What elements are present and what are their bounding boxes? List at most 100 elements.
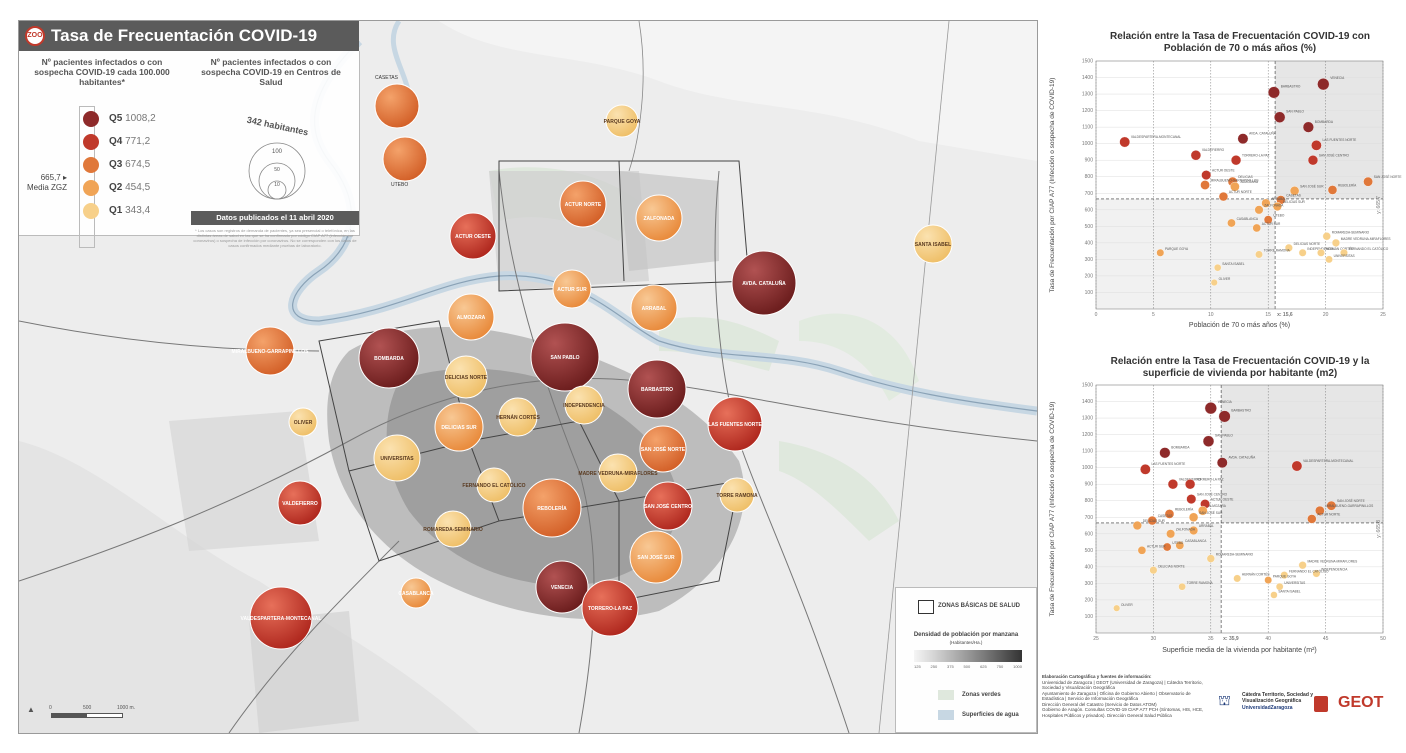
point-label: LAS FUENTES NORTE [1151,462,1185,466]
y-tick-label: 400 [1085,564,1094,570]
point-label: VENECIA [1218,400,1233,404]
point-label: DELICIAS NORTE [1294,242,1321,246]
zone-circle[interactable]: SAN PABLO [530,322,600,392]
zone-circle[interactable]: BOMBARDA [358,327,420,389]
zone-circle[interactable]: SAN JOSÉ CENTRO [643,481,693,531]
zone-circle[interactable]: REBOLERÍA [522,478,582,538]
zone-circle[interactable]: ACTUR OESTE [449,212,497,260]
point-label: BARBASTRO [1281,85,1301,89]
zone-circle[interactable]: ACTUR SUR [552,269,592,309]
zone-circle[interactable]: ACTUR NORTE [559,180,607,228]
aragon-shield-icon [1314,696,1328,712]
x-tick-label: 45 [1323,636,1329,642]
credits: Elaboración Cartográfica y fuentes de in… [1042,674,1242,718]
zone-circle[interactable]: CASABLANCA [398,577,434,609]
chart2-title: Relación entre la Tasa de Frecuentación … [1110,356,1370,379]
zone-circle[interactable]: AVDA. CATALUÑA [731,250,797,316]
zone-circle[interactable]: SAN JOSÉ SUR [629,530,683,584]
credits-line: Universidad de Zaragoza | GEOT (Universi… [1042,679,1203,685]
zone-circle[interactable]: MADRE VEDRUNA-MIRAFLORES [578,453,658,493]
zone-circle[interactable]: PARQUE GOYA [604,104,641,138]
point-label: CASABLANCA [1237,217,1259,221]
green-zone [779,441,899,541]
water-swatch [938,710,954,720]
map-title-bar: ZOO Tasa de Frecuentación COVID-19 [19,21,359,51]
zoo-badge: ZOO [25,26,45,46]
scatter-point [1213,263,1222,272]
scatter-point [1315,505,1325,516]
zone-circle[interactable]: UNIVERSITAS [373,434,421,482]
scatter-point [1186,494,1197,505]
zone-label: ARRABAL [642,306,667,312]
map-frame[interactable]: PARQUE GOYA ACTUR NORTE ZALFONADA ACTUR … [18,20,1038,734]
point-label: SANTA ISABEL [1278,589,1300,593]
quintile-value: 343,4 [125,205,151,216]
scatter-point [1167,479,1179,490]
point-label: CASETAS [1286,193,1301,197]
zone-circle[interactable]: TORRE RAMONA [716,477,758,513]
y-tick-label: 1000 [1082,465,1093,471]
university-icon: ⛫ [1218,692,1231,708]
zone-label: SAN JOSÉ CENTRO [644,502,692,510]
zone-circle[interactable]: ALMOZARA [447,293,495,341]
zone-label: TORRERO-LA PAZ [588,606,632,612]
chart1-plot[interactable]: 100 200 300 400 500 600 700 800 900 1000 1100 1200 1… [1082,59,1402,319]
scatter-point [1218,191,1229,202]
zone-circle[interactable] [374,83,420,129]
quintile-box [79,106,95,248]
chart2-plot[interactable]: 100 200 300 400 500 600 700 800 900 1000 1100 1200 1… [1082,383,1386,643]
city-map[interactable]: PARQUE GOYA ACTUR NORTE ZALFONADA ACTUR … [19,21,1037,733]
zone-label: OLIVER [294,420,313,426]
zone-circle[interactable]: LAS FUENTES NORTE [707,396,763,452]
chart1-ylabel: Tasa de Frecuentación por CIAP A77 (Infe… [1049,77,1056,293]
scatter-point [1149,566,1158,575]
scatter-point [1216,457,1228,469]
zone-circle[interactable]: ZALFONADA [635,194,683,242]
scatter-point [1312,569,1321,578]
scatter-point [1298,561,1307,570]
scatter-point [1327,185,1338,195]
zone-circle[interactable]: FERNANDO EL CATÓLICO [462,467,526,503]
zone-circle[interactable]: DELICIAS NORTE [444,355,488,399]
scatter-point [1119,136,1131,148]
zone-circle[interactable]: VENECIA [535,560,589,614]
point-label: CASABLANCA [1185,539,1207,543]
point-label: TORRERO-LA PAZ [1196,477,1224,481]
zone-circle[interactable]: ARRABAL [630,284,678,332]
point-label: HERNÁN CORTÉS [1326,246,1354,251]
zone-label: CASABLANCA [398,591,434,597]
point-label: TORRE RAMONA [1264,249,1291,253]
y-tick-label: 500 [1085,548,1094,554]
map-title: Tasa de Frecuentación COVID-19 [51,26,318,45]
zone-circle[interactable]: VALDESPARTERA-MONTECANAL [241,586,322,650]
zone-circle[interactable]: ROMAREDA-SEMINARIO [423,510,483,548]
zone-circle[interactable]: OLIVER [288,407,318,437]
zone-circle[interactable]: INDEPENDENCIA [563,385,605,425]
mean-marker: 665,7 ▸ Media ZGZ [26,173,67,192]
zone-circle[interactable]: VALDEFIERRO [277,480,323,526]
zone-circle[interactable]: DELICIAS SUR [434,402,484,452]
point-label: CASETAS [1158,514,1173,518]
point-label: FERNANDO EL CATÓLICO [1289,568,1329,573]
point-label: ALMOZARA [1240,180,1258,184]
zone-circle[interactable]: MIRALBUENO-GARRAPINILLOS [232,326,310,376]
point-label: ZALFONADA [1264,204,1284,208]
zone-circle[interactable]: HERNÁN CORTÉS [496,397,540,437]
zone-label: ACTUR NORTE [565,202,602,208]
zone-circle[interactable]: SANTA ISABEL [913,224,953,264]
point-label: SAN JOSÉ CENTRO [1197,491,1228,496]
north-area [439,21,1037,161]
zone-circle[interactable]: SAN JOSÉ NORTE [639,425,687,473]
zone-label: VALDESPARTERA-MONTECANAL [241,616,322,622]
scatter-point [1264,576,1273,584]
zone-label: MIRALBUENO-GARRAPINILLOS [232,349,310,355]
y-tick-label: 600 [1085,207,1094,213]
x-tick-label: 20 [1323,312,1329,318]
scatter-point [1190,150,1202,161]
zone-circle[interactable]: BARBASTRO [627,359,687,419]
y-tick-label: 300 [1085,581,1094,587]
scatter-point [1255,250,1263,259]
zone-circle[interactable] [382,136,428,182]
zone-circle[interactable]: TORRERO-LA PAZ [581,579,639,637]
zone-label: ACTUR SUR [557,287,587,293]
